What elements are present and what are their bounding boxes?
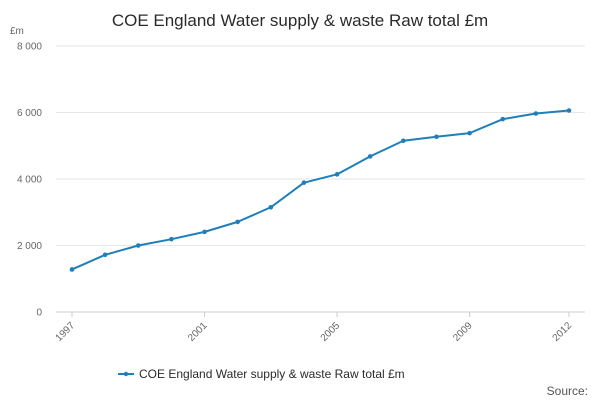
data-point[interactable] xyxy=(169,236,174,242)
x-tick-label: 2012 xyxy=(551,320,575,344)
legend-swatch-marker xyxy=(123,371,129,377)
y-tick-label: 6 000 xyxy=(17,108,42,119)
data-point[interactable] xyxy=(102,252,108,258)
data-point[interactable] xyxy=(135,243,141,248)
data-point[interactable] xyxy=(301,180,307,185)
y-tick-label: 0 xyxy=(36,308,42,319)
data-point[interactable] xyxy=(334,172,340,177)
data-point[interactable] xyxy=(69,267,75,272)
data-point[interactable] xyxy=(268,204,274,210)
source-label: Source: xyxy=(547,384,588,398)
y-tick-label: 2 000 xyxy=(17,241,42,252)
x-axis-ticks: 1997 2001 2005 2009 2012 xyxy=(54,312,575,344)
data-point[interactable] xyxy=(401,138,406,144)
y-tick-label: 4 000 xyxy=(17,175,42,186)
x-tick-label: 2005 xyxy=(319,320,343,344)
y-unit-label: £m xyxy=(10,26,24,37)
data-point[interactable] xyxy=(367,154,373,159)
series-line xyxy=(71,109,570,271)
data-point[interactable] xyxy=(235,219,240,225)
legend[interactable]: COE England Water supply & waste Raw tot… xyxy=(118,367,405,381)
data-point[interactable] xyxy=(202,229,207,235)
chart-title: COE England Water supply & waste Raw tot… xyxy=(112,11,488,30)
data-point[interactable] xyxy=(434,134,439,140)
series-layer xyxy=(69,108,572,272)
legend-label: COE England Water supply & waste Raw tot… xyxy=(139,367,405,381)
x-tick-label: 2009 xyxy=(451,320,475,344)
data-point[interactable] xyxy=(566,108,572,113)
x-tick-label: 2001 xyxy=(186,320,210,344)
data-point[interactable] xyxy=(467,130,472,136)
y-tick-label: 8 000 xyxy=(17,42,42,53)
x-tick-label: 1997 xyxy=(54,320,78,344)
data-point[interactable] xyxy=(500,116,506,122)
data-point[interactable] xyxy=(533,111,539,116)
y-axis-ticks: 0 2 000 4 000 6 000 8 000 xyxy=(17,42,42,319)
